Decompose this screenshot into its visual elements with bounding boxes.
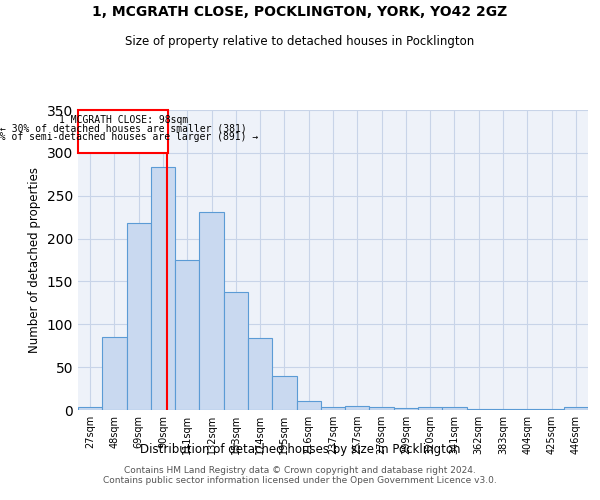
Y-axis label: Number of detached properties: Number of detached properties xyxy=(28,167,41,353)
Bar xyxy=(272,376,296,410)
Bar xyxy=(151,166,175,410)
Bar xyxy=(127,223,151,410)
Bar xyxy=(321,406,345,410)
Text: Contains HM Land Registry data © Crown copyright and database right 2024.
Contai: Contains HM Land Registry data © Crown c… xyxy=(103,466,497,485)
Bar xyxy=(248,338,272,410)
Bar xyxy=(175,260,199,410)
Text: 1 MCGRATH CLOSE: 98sqm: 1 MCGRATH CLOSE: 98sqm xyxy=(59,115,188,125)
Bar xyxy=(394,408,418,410)
Bar xyxy=(564,408,588,410)
Bar xyxy=(370,408,394,410)
Bar xyxy=(224,292,248,410)
Bar xyxy=(199,212,224,410)
Text: ← 30% of detached houses are smaller (381): ← 30% of detached houses are smaller (38… xyxy=(0,124,247,134)
FancyBboxPatch shape xyxy=(78,110,169,153)
Bar xyxy=(78,406,102,410)
Text: 1, MCGRATH CLOSE, POCKLINGTON, YORK, YO42 2GZ: 1, MCGRATH CLOSE, POCKLINGTON, YORK, YO4… xyxy=(92,5,508,19)
Bar xyxy=(491,409,515,410)
Text: 70% of semi-detached houses are larger (891) →: 70% of semi-detached houses are larger (… xyxy=(0,132,258,142)
Bar xyxy=(442,406,467,410)
Bar xyxy=(418,408,442,410)
Bar xyxy=(539,409,564,410)
Text: Size of property relative to detached houses in Pocklington: Size of property relative to detached ho… xyxy=(125,35,475,48)
Bar xyxy=(467,409,491,410)
Bar xyxy=(515,409,539,410)
Bar xyxy=(345,406,370,410)
Bar xyxy=(102,337,127,410)
Text: Distribution of detached houses by size in Pocklington: Distribution of detached houses by size … xyxy=(140,442,460,456)
Bar xyxy=(296,400,321,410)
